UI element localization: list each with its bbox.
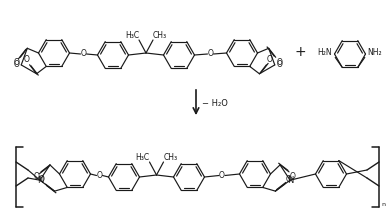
Text: O: O — [285, 175, 291, 184]
Text: CH₃: CH₃ — [153, 30, 167, 40]
Text: CH₃: CH₃ — [163, 152, 178, 162]
Text: NH₂: NH₂ — [368, 48, 382, 57]
Text: H₂N: H₂N — [318, 48, 332, 57]
Text: O: O — [96, 171, 102, 180]
Text: H₃C: H₃C — [125, 30, 139, 40]
Text: O: O — [267, 55, 273, 64]
Text: − H₂O: − H₂O — [202, 98, 228, 108]
Text: O: O — [207, 49, 213, 59]
Text: O: O — [23, 55, 29, 64]
Text: N: N — [37, 176, 43, 185]
Text: O: O — [14, 58, 20, 67]
Text: n: n — [381, 202, 385, 206]
Text: O: O — [276, 58, 282, 67]
Text: O: O — [81, 49, 87, 59]
Text: O: O — [290, 172, 296, 181]
Text: O: O — [39, 175, 45, 184]
Text: N: N — [287, 176, 293, 185]
Text: O: O — [277, 60, 283, 69]
Text: O: O — [34, 172, 40, 181]
Text: H₃C: H₃C — [135, 152, 149, 162]
Text: +: + — [294, 45, 306, 59]
Text: O: O — [219, 171, 225, 180]
Text: O: O — [13, 60, 19, 69]
